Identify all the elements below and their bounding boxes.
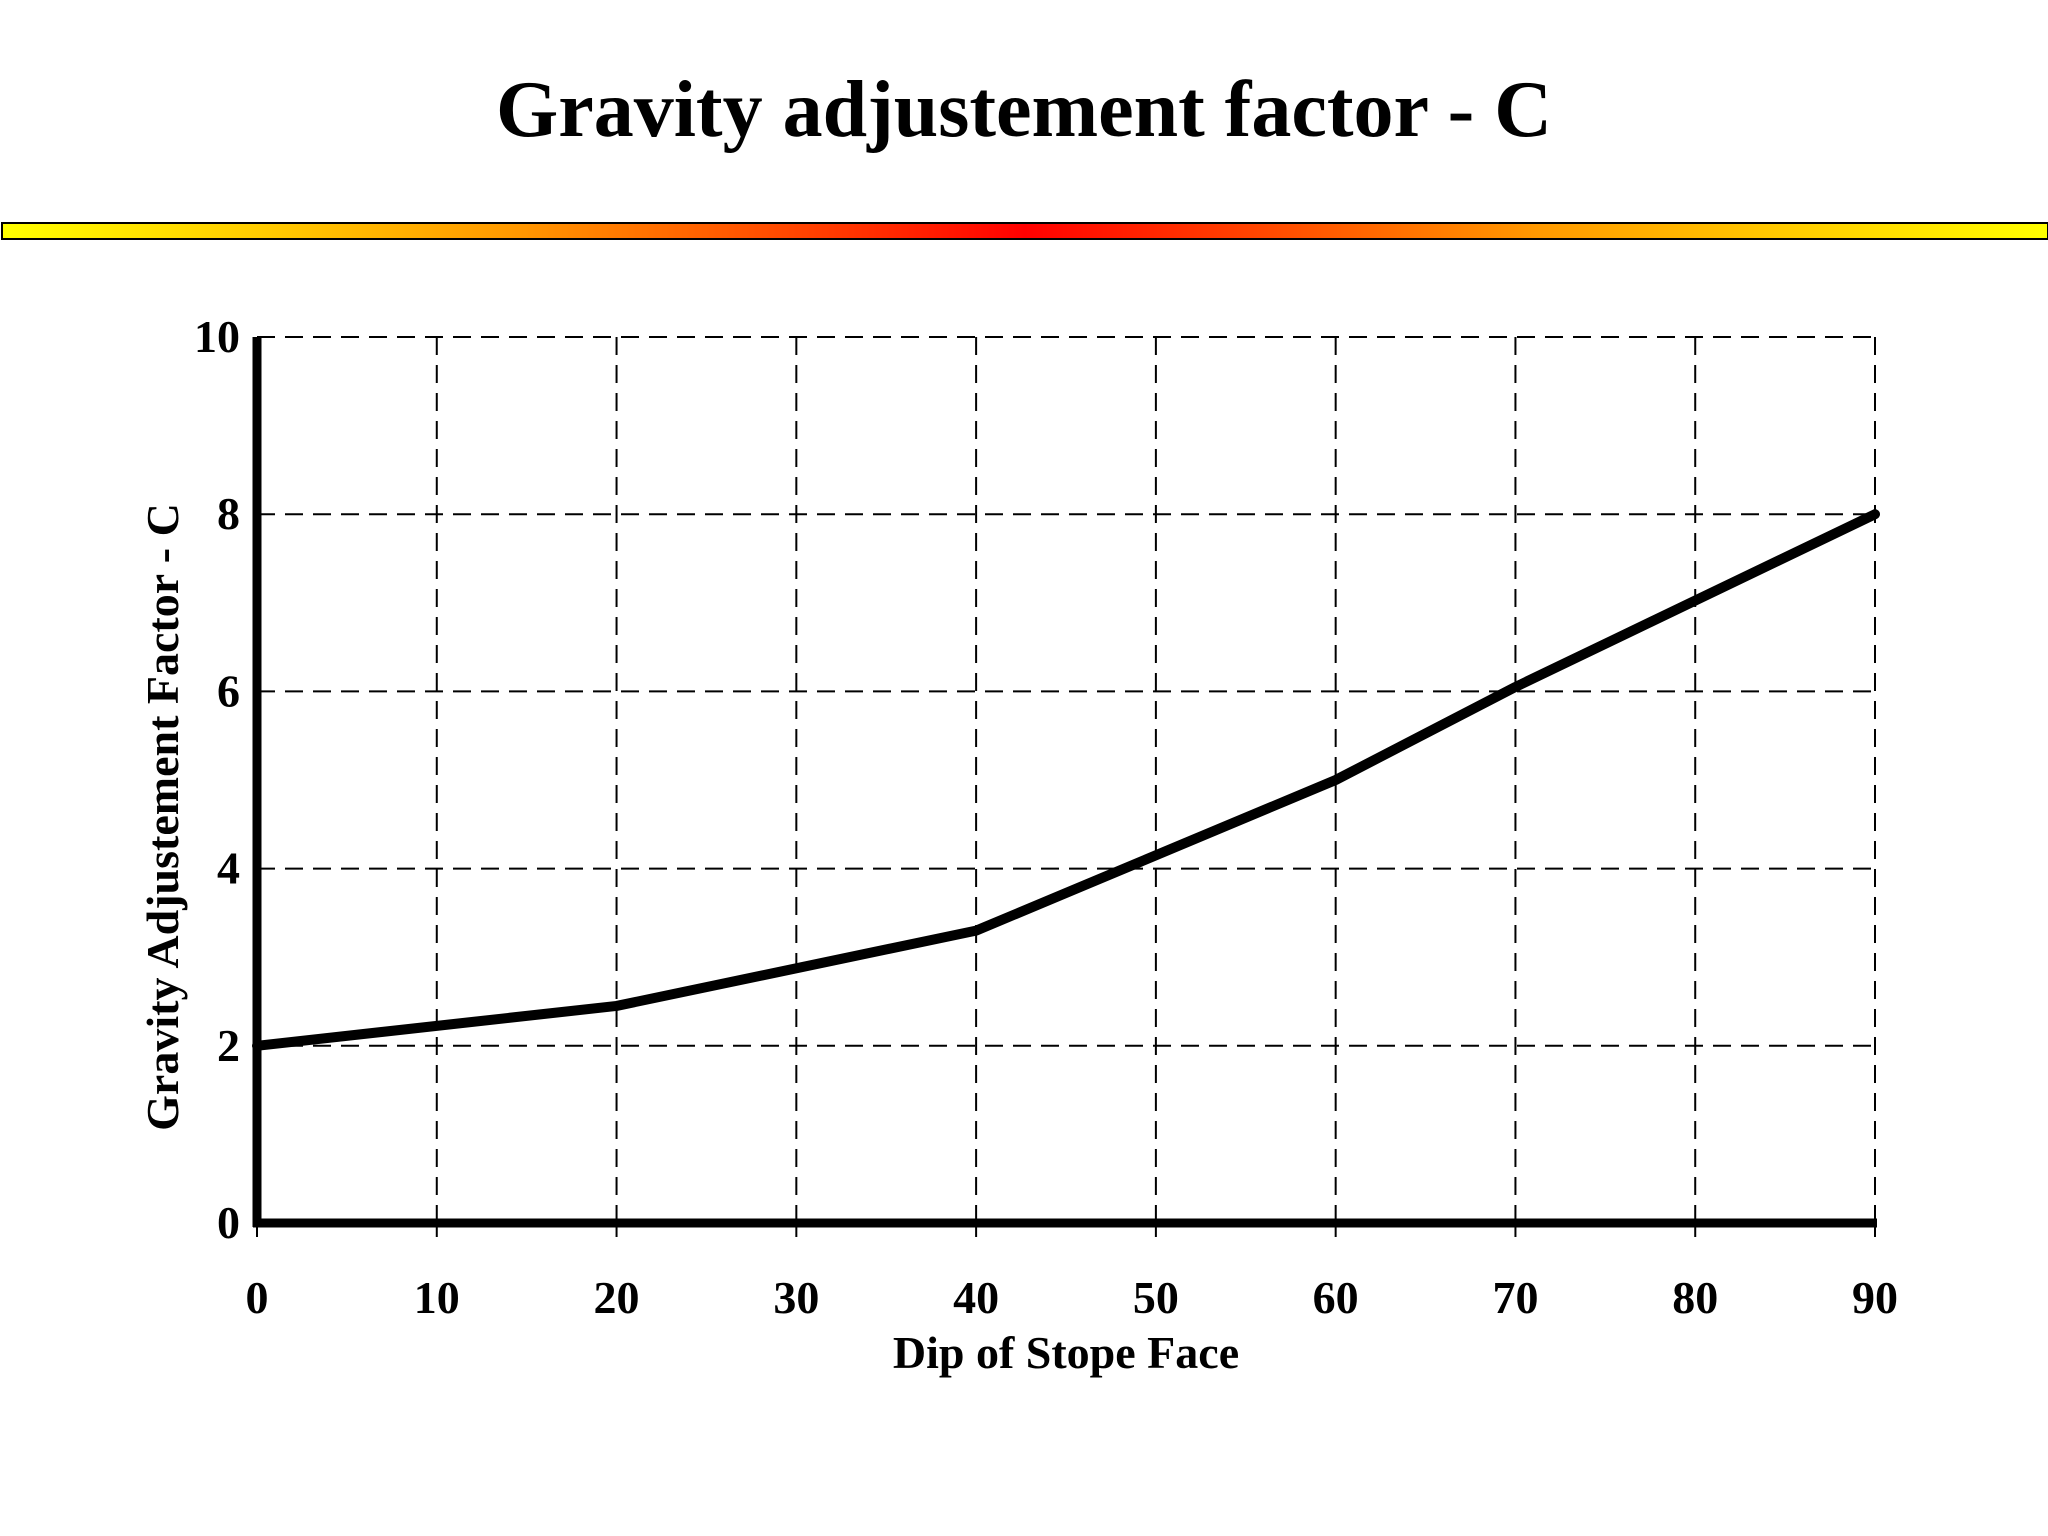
y-tick-label-6: 6 [217, 665, 240, 716]
x-tick-label-70: 70 [1492, 1272, 1538, 1323]
x-tick-label-50: 50 [1133, 1272, 1179, 1323]
y-tick-label-2: 2 [217, 1020, 240, 1071]
axes [252, 337, 1877, 1228]
x-tick-label-90: 90 [1852, 1272, 1898, 1323]
data-point [1335, 779, 1337, 781]
data-point [1874, 513, 1876, 515]
x-tick-label-60: 60 [1313, 1272, 1359, 1323]
x-tick-label-0: 0 [246, 1272, 269, 1323]
data-point [975, 930, 977, 932]
x-tick-label-80: 80 [1672, 1272, 1718, 1323]
series-line-0 [252, 509, 1880, 1051]
series-layer [252, 509, 1880, 1051]
y-tick-label-0: 0 [217, 1197, 240, 1248]
slide-title: Gravity adjustement factor - C [495, 66, 1553, 154]
y-axis-label: Gravity Adjustement Factor - C [137, 503, 188, 1131]
x-tick-label-20: 20 [594, 1272, 640, 1323]
tick-labels: 0 10 20 30 40 50 60 70 80 90 0 2 4 6 8 10 [194, 311, 1898, 1323]
x-axis-label: Dip of Stope Face [893, 1327, 1239, 1378]
data-point [256, 1045, 258, 1047]
grid-lines [257, 336, 1876, 1223]
y-tick-label-8: 8 [217, 488, 240, 539]
y-tick-label-10: 10 [194, 311, 240, 362]
x-tick-label-10: 10 [414, 1272, 460, 1323]
x-tick-label-40: 40 [953, 1272, 999, 1323]
y-tick-label-4: 4 [217, 843, 240, 894]
data-point [1514, 686, 1516, 688]
data-point [616, 1005, 618, 1007]
x-tick-label-30: 30 [773, 1272, 819, 1323]
